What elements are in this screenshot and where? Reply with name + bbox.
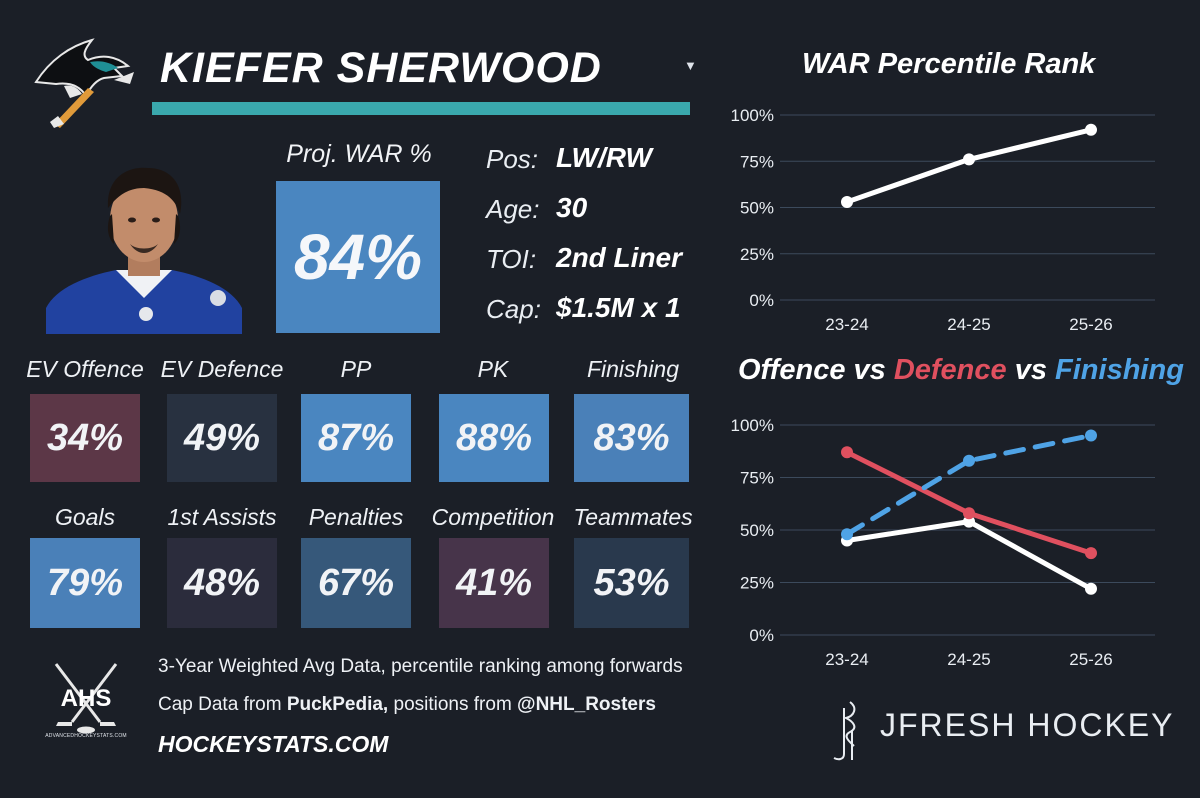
chart2-x-tick: 25-26 <box>1069 650 1112 669</box>
metric-label-pk: PK <box>477 356 509 382</box>
chart1-y-tick: 25% <box>740 245 774 264</box>
metric-box-pk: 88% <box>439 394 549 482</box>
toi-label: TOI: <box>486 244 537 274</box>
title-underline <box>152 102 690 115</box>
metric-box-1st-assists: 48% <box>167 538 277 628</box>
toi-value: 2nd Liner <box>556 242 683 273</box>
chart1-point-war <box>841 195 853 208</box>
metric-box-competition: 41% <box>439 538 549 628</box>
metric-box-ev-offence: 34% <box>30 394 140 482</box>
chart2-title-vs-2: vs <box>1006 354 1056 386</box>
chart2-point-offence <box>963 515 975 528</box>
chart2-point-offence <box>1085 582 1097 595</box>
team-logo-icon <box>34 38 134 128</box>
footer-source-puckpedia[interactable]: PuckPedia, <box>286 694 389 715</box>
metric-label-competition: Competition <box>431 504 555 530</box>
off-def-fin-chart: 0% 25% 50% 75% 100% 23-24 24-25 25-26 <box>731 416 1155 669</box>
chart1-line-war <box>844 127 1094 205</box>
chart2-x-tick: 24-25 <box>947 650 990 669</box>
ahs-site-text: ADVANCEDHOCKEYSTATS.COM <box>45 733 127 739</box>
chart2-point-defence <box>963 507 975 520</box>
metric-box-ev-defence: 49% <box>167 394 277 482</box>
chart1-x-tick: 23-24 <box>825 315 868 334</box>
metric-label-pp: PP <box>340 356 372 382</box>
chart2-point-defence <box>1085 547 1097 560</box>
footer-sources-mid: positions from <box>388 694 518 715</box>
cap-value: $1.5M x 1 <box>556 292 681 323</box>
chart1-x-tick: 25-26 <box>1069 315 1112 334</box>
chart1-y-tick: 50% <box>740 199 774 218</box>
player-dropdown-caret-icon[interactable]: ▼ <box>684 58 697 73</box>
chart1-y-tick: 100% <box>731 106 774 125</box>
jfresh-logo-icon <box>833 701 856 761</box>
metric-label-teammates: Teammates <box>573 504 693 530</box>
chart1-point-war <box>1085 123 1097 136</box>
metric-label-goals: Goals <box>54 504 116 530</box>
chart2-y-tick: 75% <box>740 469 774 488</box>
ahs-logo-icon: AHS <box>54 663 118 734</box>
cap-label: Cap: <box>486 294 541 324</box>
chart2-point-defence <box>841 446 853 459</box>
metric-label-ev-offence: EV Offence <box>26 356 144 382</box>
brand-name: JFRESH HOCKEY <box>880 707 1175 743</box>
chart2-y-tick: 50% <box>740 521 774 540</box>
chart2-title-vs-1: vs <box>845 354 894 386</box>
chart2-title-defence: Defence <box>893 354 1007 386</box>
chart2-title: Offence vs Defence vs Finishing <box>738 354 1184 387</box>
chart2-x-tick: 23-24 <box>825 650 868 669</box>
chart2-line-finishing <box>844 433 1094 537</box>
chart2-line-offence <box>844 519 1094 592</box>
chart2-y-tick: 100% <box>731 416 774 435</box>
metric-box-penalties: 67% <box>301 538 411 628</box>
proj-war-label: Proj. WAR % <box>286 140 432 168</box>
footer-sources-prefix: Cap Data from <box>158 694 287 715</box>
chart1-y-tick: 0% <box>749 291 774 310</box>
site-link[interactable]: HOCKEYSTATS.COM <box>158 731 389 757</box>
chart2-y-tick: 25% <box>740 574 774 593</box>
chart1-point-war <box>963 153 975 166</box>
age-value: 30 <box>556 192 588 223</box>
chart2-title-offence: Offence <box>738 354 846 386</box>
chart2-point-finishing <box>963 454 975 467</box>
metric-label-1st-assists: 1st Assists <box>167 504 277 530</box>
pos-label: Pos: <box>486 144 539 174</box>
footer-source-nhl-rosters[interactable]: @NHL_Rosters <box>517 694 656 715</box>
chart2-point-finishing <box>1085 429 1097 442</box>
metric-box-finishing: 83% <box>574 394 689 482</box>
footer-note-data: 3-Year Weighted Avg Data, percentile ran… <box>158 656 683 677</box>
chart1-title: WAR Percentile Rank <box>802 48 1096 80</box>
ahs-logo-text: AHS <box>61 685 112 712</box>
metric-box-teammates: 53% <box>574 538 689 628</box>
metric-label-finishing: Finishing <box>586 356 680 382</box>
chart2-line-defence <box>844 449 1094 556</box>
chart2-title-finishing: Finishing <box>1055 354 1184 386</box>
player-name: KIEFER SHERWOOD <box>160 44 602 92</box>
age-label: Age: <box>486 194 540 224</box>
metric-box-pp: 87% <box>301 394 411 482</box>
proj-war-value: 84% <box>276 181 440 333</box>
chart2-y-tick: 0% <box>749 626 774 645</box>
metric-label-penalties: Penalties <box>308 504 404 530</box>
chart2-point-finishing <box>841 528 853 541</box>
war-percentile-chart: 0% 25% 50% 75% 100% 23-24 24-25 25-26 <box>731 106 1155 334</box>
pos-value: LW/RW <box>556 142 652 173</box>
chart1-x-tick: 24-25 <box>947 315 990 334</box>
metric-box-goals: 79% <box>30 538 140 628</box>
player-headshot <box>46 167 242 334</box>
metric-label-ev-defence: EV Defence <box>160 356 284 382</box>
chart1-y-tick: 75% <box>740 152 774 171</box>
footer-note-sources: Cap Data from PuckPedia, positions from … <box>158 694 656 716</box>
